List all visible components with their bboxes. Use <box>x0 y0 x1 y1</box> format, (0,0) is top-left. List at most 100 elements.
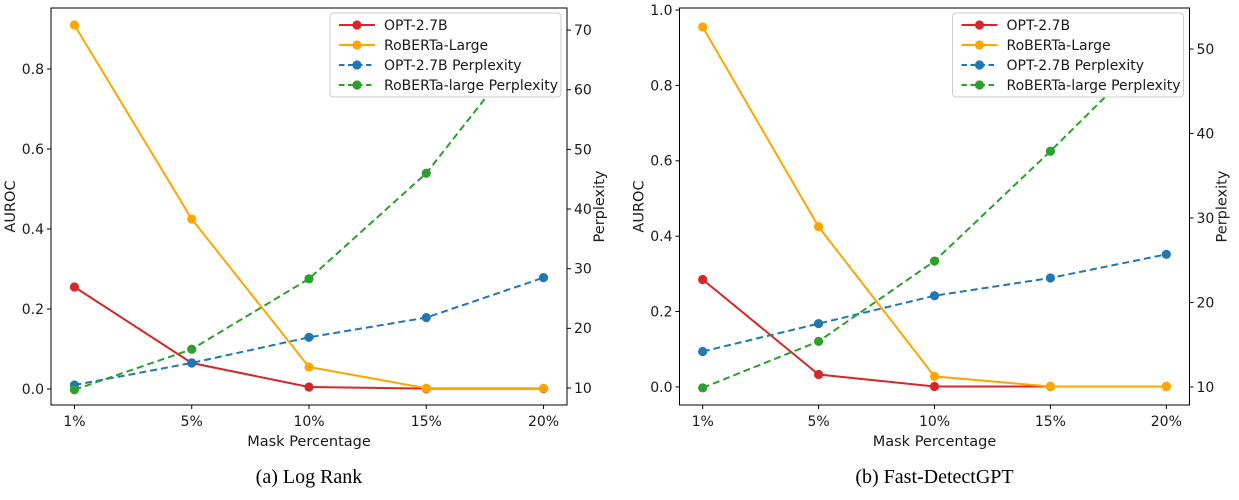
series-line-opt-2-7b-perplexity <box>702 253 1167 353</box>
data-point-opt-2-7b-perplexity-10 <box>929 291 940 301</box>
data-point-roberta-large-perplexity-1 <box>69 385 80 395</box>
x-tick-label: 1% <box>692 414 714 430</box>
left-tick-label: 0.0 <box>650 380 672 396</box>
data-point-opt-2-7b-perplexity-20 <box>538 273 549 283</box>
chart-a-plot: 0.0 0.2 0.4 0.6 0.8 10 20 30 40 50 60 70 1% 5% 10% 15% 2… <box>3 7 608 450</box>
chart-panel-a: 0.0 0.2 0.4 0.6 0.8 10 20 30 40 50 60 70 1% 5% 10% 15% 2… <box>0 0 619 500</box>
data-point-roberta-large-1 <box>69 20 80 30</box>
y-axis-label-right: Perplexity <box>1215 170 1231 242</box>
legend-label-roberta-large-perplexity: RoBERTa-large Perplexity <box>384 78 558 94</box>
left-tick-label: 1.0 <box>650 3 672 19</box>
data-point-roberta-large-10 <box>929 371 940 381</box>
legend-label-roberta-large: RoBERTa-Large <box>1007 38 1111 54</box>
right-tick-label: 30 <box>574 262 592 278</box>
left-tick-label: 0.4 <box>22 222 44 238</box>
data-point-opt-2-7b-10 <box>304 382 314 392</box>
data-point-roberta-large-perplexity-15 <box>1045 146 1056 156</box>
legend-label-opt-2-7b-perplexity: OPT-2.7B Perplexity <box>1007 58 1145 74</box>
data-point-opt-2-7b-5 <box>813 369 824 380</box>
legend: OPT-2.7B RoBERTa-Large OPT-2.7B Perplexity… <box>329 12 562 98</box>
legend-label-opt-2-7b: OPT-2.7B <box>1007 18 1071 34</box>
x-axis-label: Mask Percentage <box>247 434 371 450</box>
data-point-roberta-large-perplexity-10 <box>304 274 314 284</box>
data-point-opt-2-7b-10 <box>929 381 940 392</box>
data-point-roberta-large-15 <box>1045 381 1056 392</box>
x-tick-label: 10% <box>919 414 950 430</box>
data-point-opt-2-7b-1 <box>69 282 80 292</box>
x-axis-label: Mask Percentage <box>873 434 997 450</box>
legend-marker-roberta-large-perplexity <box>974 80 985 90</box>
right-tick-label: 20 <box>1197 295 1215 311</box>
legend-box <box>952 12 1184 98</box>
data-point-opt-2-7b-perplexity-10 <box>304 332 314 342</box>
data-point-roberta-large-perplexity-5 <box>813 336 824 346</box>
left-tick-label: 0.8 <box>650 78 672 94</box>
data-point-opt-2-7b-perplexity-5 <box>187 358 197 368</box>
legend-marker-roberta-large-perplexity <box>352 80 362 90</box>
series-line-opt-2-7b-perplexity <box>74 276 544 386</box>
caption-a: (a) Log Rank <box>255 466 363 488</box>
data-point-roberta-large-20 <box>1161 381 1171 392</box>
right-tick-label: 60 <box>574 83 592 99</box>
x-tick-label: 10% <box>293 414 324 430</box>
legend-marker-opt-2-7b-perplexity <box>974 60 985 70</box>
right-tick-label: 10 <box>1197 380 1215 396</box>
series-line-roberta-large-perplexity <box>74 23 545 391</box>
data-point-opt-2-7b-perplexity-15 <box>421 313 431 323</box>
y-axis-label-left: AUROC <box>632 180 648 232</box>
chart-panel-b: 0.0 0.2 0.4 0.6 0.8 1.0 10 20 30 40 50 1% 5% 10% 15% 20… <box>619 0 1239 500</box>
legend-box <box>329 12 562 98</box>
caption-b: (b) Fast-DetectGPT <box>855 466 1014 488</box>
legend-label-roberta-large: RoBERTa-Large <box>384 38 488 54</box>
left-tick-label: 0.2 <box>22 302 44 318</box>
right-tick-label: 30 <box>1197 211 1215 227</box>
right-tick-label: 40 <box>1197 126 1215 142</box>
y-axis-label-right: Perplexity <box>592 170 608 242</box>
right-tick-label: 70 <box>574 23 592 39</box>
left-tick-label: 0.4 <box>650 229 672 245</box>
right-tick-label: 50 <box>574 142 592 158</box>
right-tick-label: 40 <box>574 202 592 218</box>
data-point-roberta-large-perplexity-5 <box>187 344 197 354</box>
data-point-roberta-large-perplexity-10 <box>929 256 940 266</box>
chart-b-plot: 0.0 0.2 0.4 0.6 0.8 1.0 10 20 30 40 50 1% 5% 10% 15% 20… <box>632 3 1231 450</box>
left-tick-label: 0.0 <box>22 382 44 398</box>
data-point-opt-2-7b-1 <box>698 274 708 285</box>
legend-marker-roberta-large <box>352 40 362 50</box>
left-tick-label: 0.8 <box>22 62 44 78</box>
left-tick-label: 0.2 <box>650 304 672 320</box>
legend-marker-opt-2-7b-perplexity <box>352 60 362 70</box>
data-point-roberta-large-10 <box>304 362 314 372</box>
data-point-opt-2-7b-perplexity-5 <box>813 319 824 329</box>
data-point-roberta-large-perplexity-15 <box>421 168 431 178</box>
data-point-opt-2-7b-perplexity-20 <box>1161 249 1171 259</box>
x-tick-label: 1% <box>63 414 85 430</box>
x-tick-label: 5% <box>181 414 203 430</box>
x-tick-label: 5% <box>807 414 829 430</box>
legend: OPT-2.7B RoBERTa-Large OPT-2.7B Perplexity… <box>952 12 1184 98</box>
legend-label-opt-2-7b: OPT-2.7B <box>384 18 448 34</box>
left-tick-label: 0.6 <box>650 154 672 170</box>
data-point-roberta-large-perplexity-1 <box>698 383 708 393</box>
x-tick-label: 15% <box>411 414 442 430</box>
left-tick-label: 0.6 <box>22 142 44 158</box>
right-tick-label: 10 <box>574 381 592 397</box>
legend-marker-opt-2-7b <box>974 20 985 30</box>
data-point-roberta-large-20 <box>538 383 549 393</box>
right-tick-label: 50 <box>1197 42 1215 58</box>
x-tick-label: 20% <box>1151 414 1182 430</box>
legend-label-roberta-large-perplexity: RoBERTa-large Perplexity <box>1007 78 1181 94</box>
legend-marker-opt-2-7b <box>352 20 362 30</box>
data-point-roberta-large-5 <box>187 214 197 224</box>
x-tick-label: 20% <box>528 414 559 430</box>
data-point-roberta-large-1 <box>698 22 708 32</box>
data-point-opt-2-7b-perplexity-1 <box>698 346 708 357</box>
legend-label-opt-2-7b-perplexity: OPT-2.7B Perplexity <box>384 58 522 74</box>
data-point-roberta-large-5 <box>813 222 824 232</box>
y-axis-label-left: AUROC <box>3 180 19 232</box>
right-tick-label: 20 <box>574 321 592 337</box>
x-tick-label: 15% <box>1035 414 1066 430</box>
legend-marker-roberta-large <box>974 40 985 50</box>
data-point-opt-2-7b-perplexity-15 <box>1045 273 1056 283</box>
